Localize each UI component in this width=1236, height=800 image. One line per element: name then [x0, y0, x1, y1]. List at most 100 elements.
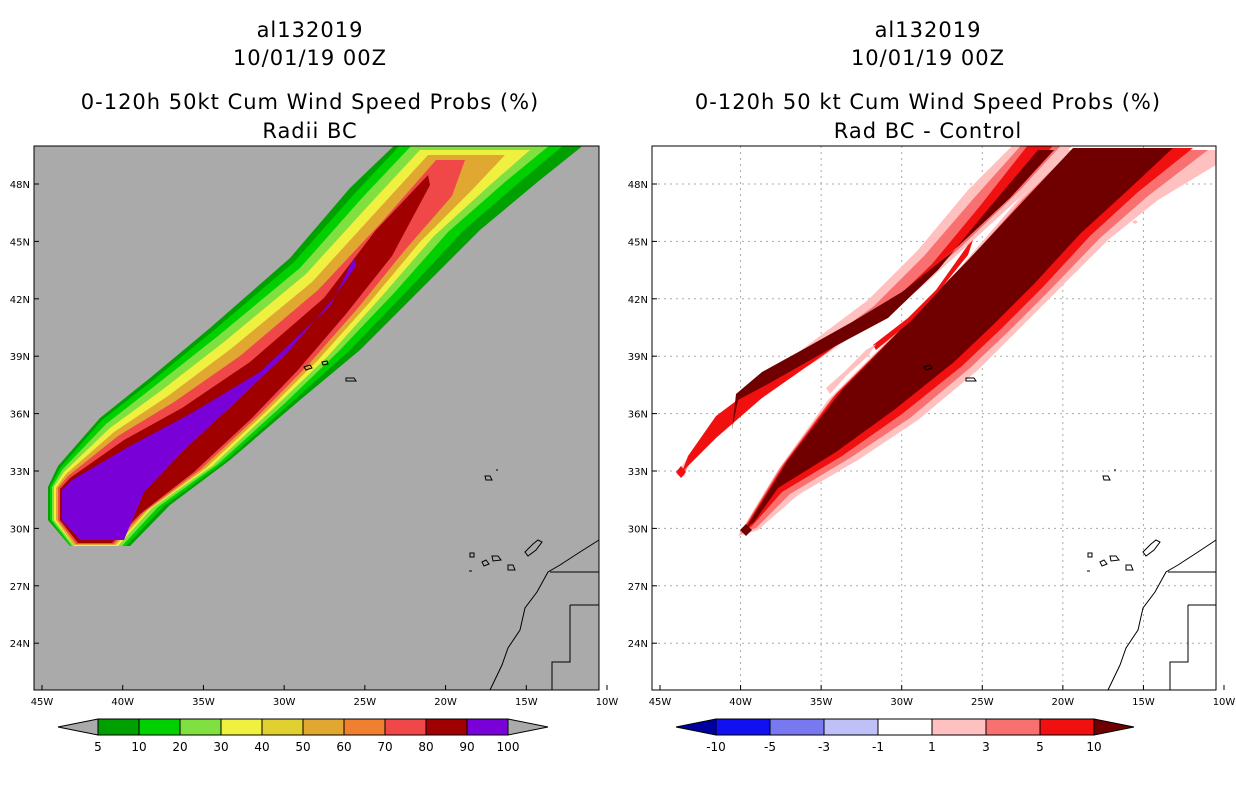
lon-tick-label: 20W	[434, 697, 457, 708]
colorbar-label: 70	[377, 740, 392, 754]
right-map: 48N 45N 42N 39N 36N 33N 30N 27N 24N 45W 40W 35W 30W…	[628, 145, 1236, 754]
lat-tick-label: 45N	[10, 237, 30, 248]
colorbar-label: 10	[131, 740, 146, 754]
colorbar-swatch	[1039, 718, 1095, 736]
lon-tick-label: 10W	[1213, 697, 1236, 708]
lat-tick-label: 27N	[628, 582, 648, 593]
colorbar-lower-arrow	[57, 718, 99, 736]
colorbar-swatch	[823, 718, 879, 736]
lat-tick-label: 27N	[10, 582, 30, 593]
colorbar-swatch	[179, 718, 222, 736]
right-map-frame	[651, 145, 1217, 691]
diff-isolated-dot	[1132, 220, 1138, 224]
lat-tick-label: 45N	[628, 237, 648, 248]
right-title-subtitle: Rad BC - Control	[833, 119, 1023, 143]
colorbar-swatch	[138, 718, 181, 736]
colorbar-label: 5	[1036, 740, 1044, 754]
left-title-subtitle: Radii BC	[262, 119, 358, 143]
prob-band-100	[62, 258, 356, 540]
lon-tick-label: 25W	[971, 697, 994, 708]
colorbar-swatch	[931, 718, 987, 736]
colorbar-lower-arrow	[675, 718, 717, 736]
left-coastlines	[303, 360, 600, 691]
left-lat-axis: 48N 45N 42N 39N 36N 33N 30N 27N 24N	[10, 180, 39, 650]
lat-tick-label: 48N	[10, 180, 30, 191]
colorbar-swatch	[261, 718, 304, 736]
colorbar-swatch	[877, 718, 933, 736]
colorbar-upper-arrow	[1093, 718, 1135, 736]
lat-tick-label: 30N	[628, 524, 648, 535]
colorbar-label: 100	[497, 740, 520, 754]
colorbar-label: 3	[982, 740, 990, 754]
lat-tick-label: 30N	[10, 524, 30, 535]
colorbar-swatch	[715, 718, 771, 736]
right-lon-axis: 45W 40W 35W 30W 25W 20W 15W 10W	[649, 685, 1236, 708]
colorbar-label: -10	[706, 740, 726, 754]
colorbar-label: 60	[336, 740, 351, 754]
colorbar-swatch	[985, 718, 1041, 736]
colorbar-upper-arrow	[507, 718, 549, 736]
colorbar-label: 30	[213, 740, 228, 754]
colorbar-swatch	[343, 718, 386, 736]
colorbar-swatch	[425, 718, 468, 736]
lon-tick-label: 45W	[649, 697, 672, 708]
colorbar-label: 50	[295, 740, 310, 754]
colorbar-label: 40	[254, 740, 269, 754]
lon-tick-label: 35W	[192, 697, 215, 708]
lon-tick-label: 30W	[890, 697, 913, 708]
lon-tick-label: 10W	[596, 697, 619, 708]
lat-tick-label: 48N	[628, 180, 648, 191]
diff-lower-tip	[740, 524, 752, 536]
lat-tick-label: 42N	[628, 295, 648, 306]
left-lon-axis: 45W 40W 35W 30W 25W 20W 15W 10W	[31, 685, 619, 708]
diff-inner-5	[873, 240, 973, 350]
left-map-frame	[33, 145, 600, 691]
lon-tick-label: 30W	[273, 697, 296, 708]
lat-tick-label: 36N	[628, 410, 648, 421]
diff-left-tip	[676, 466, 686, 478]
lat-tick-label: 33N	[628, 467, 648, 478]
lon-tick-label: 20W	[1052, 697, 1075, 708]
left-title-date: 10/01/19 00Z	[232, 46, 388, 70]
lat-tick-label: 24N	[10, 639, 30, 650]
left-title-product: 0-120h 50kt Cum Wind Speed Probs (%)	[80, 90, 540, 114]
lon-tick-label: 15W	[515, 697, 538, 708]
colorbar-label: -3	[818, 740, 830, 754]
lat-tick-label: 36N	[10, 410, 30, 421]
colorbar-swatch	[302, 718, 345, 736]
colorbar-label: 10	[1086, 740, 1101, 754]
lat-tick-label: 24N	[628, 639, 648, 650]
colorbar-label: -1	[872, 740, 884, 754]
lat-tick-label: 42N	[10, 295, 30, 306]
right-title-date: 10/01/19 00Z	[850, 46, 1006, 70]
colorbar-swatch	[466, 718, 509, 736]
right-title-storm-id: al132019	[874, 18, 982, 42]
right-colorbar: -10 -5 -3 -1 1 3 5 10	[675, 718, 1135, 754]
lon-tick-label: 15W	[1132, 697, 1155, 708]
right-lat-axis: 48N 45N 42N 39N 36N 33N 30N 27N 24N	[628, 180, 657, 650]
left-map: 48N 45N 42N 39N 36N 33N 30N 27N 24N 45W 40W 35W 30W…	[10, 145, 619, 754]
colorbar-label: 5	[94, 740, 102, 754]
colorbar-label: 90	[459, 740, 474, 754]
lon-tick-label: 35W	[810, 697, 833, 708]
diff-band-10-lower	[746, 148, 1173, 528]
right-title-product: 0-120h 50 kt Cum Wind Speed Probs (%)	[694, 90, 1162, 114]
lat-tick-label: 39N	[628, 352, 648, 363]
colorbar-label: -5	[764, 740, 776, 754]
lon-tick-label: 45W	[31, 697, 54, 708]
diff-band-10-upper	[732, 150, 1054, 430]
right-coastlines	[923, 364, 1217, 691]
colorbar-swatch	[384, 718, 427, 736]
diff-inner-1	[826, 344, 876, 394]
colorbar-swatch	[220, 718, 263, 736]
left-colorbar: 5 10 20 30 40 50 60 70 80 90 100	[57, 718, 549, 754]
colorbar-label: 1	[928, 740, 936, 754]
lon-tick-label: 40W	[729, 697, 752, 708]
lat-tick-label: 39N	[10, 352, 30, 363]
left-title-storm-id: al132019	[256, 18, 364, 42]
colorbar-swatch	[97, 718, 140, 736]
lon-tick-label: 25W	[354, 697, 377, 708]
colorbar-swatch	[769, 718, 825, 736]
lon-tick-label: 40W	[111, 697, 134, 708]
lat-tick-label: 33N	[10, 467, 30, 478]
